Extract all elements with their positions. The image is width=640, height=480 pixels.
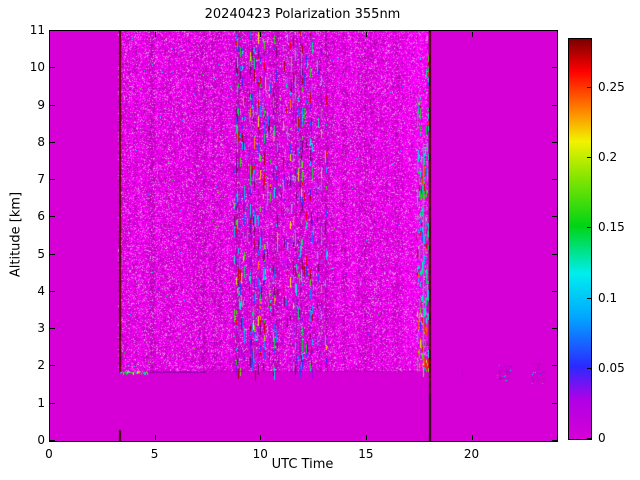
y-tick-mark-right (552, 30, 557, 31)
colorbar-tick-mark (587, 227, 592, 229)
y-axis-label: Altitude [km] (8, 191, 24, 278)
colorbar-tick-label: 0.1 (598, 290, 618, 305)
y-tick-mark (50, 141, 55, 143)
heatmap-canvas (50, 31, 557, 441)
colorbar-tick-label: 0 (598, 431, 606, 445)
x-tick-mark (471, 435, 473, 440)
y-tick-label: 9 (37, 97, 45, 112)
colorbar-tick-label: 0.15 (598, 220, 625, 235)
y-tick-label: 11 (29, 23, 45, 37)
y-tick-mark-right (552, 328, 557, 330)
x-tick-label: 5 (150, 447, 159, 461)
colorbar-tick-mark (587, 438, 592, 439)
y-tick-mark (50, 328, 55, 330)
y-tick-label: 2 (37, 358, 45, 373)
y-tick-mark (50, 253, 55, 255)
y-tick-mark-right (552, 67, 557, 69)
colorbar (568, 38, 592, 440)
x-tick-label: 0 (45, 447, 53, 461)
x-tick-mark (365, 435, 367, 440)
x-tick-label: 15 (358, 447, 374, 461)
x-tick-mark-top (260, 32, 262, 37)
y-tick-mark-right (552, 402, 557, 404)
x-axis-label: UTC Time (271, 457, 334, 472)
y-tick-mark-right (552, 365, 557, 367)
y-tick-mark (50, 30, 55, 31)
y-tick-label: 10 (29, 60, 45, 75)
x-tick-mark-top (471, 32, 473, 37)
y-tick-mark (50, 365, 55, 367)
x-tick-mark-top (154, 32, 156, 37)
y-tick-mark-right (552, 179, 557, 181)
x-tick-label: 10 (252, 447, 268, 461)
x-tick-mark (49, 435, 50, 440)
chart-title: 20240423 Polarization 355nm (204, 7, 401, 22)
colorbar-tick-label: 0.05 (598, 360, 625, 375)
y-tick-mark-right (552, 440, 557, 441)
y-tick-mark (50, 402, 55, 404)
y-tick-label: 4 (37, 283, 45, 298)
y-tick-mark (50, 440, 55, 441)
colorbar-tick-mark (587, 367, 592, 369)
y-tick-mark (50, 179, 55, 181)
colorbar-tick-label: 0.25 (598, 80, 625, 95)
y-tick-label: 6 (37, 209, 45, 224)
plot-area (49, 30, 558, 442)
y-tick-mark-right (552, 253, 557, 255)
y-tick-mark-right (552, 141, 557, 143)
y-tick-label: 0 (37, 433, 45, 447)
y-tick-label: 8 (37, 134, 45, 149)
y-tick-mark-right (552, 216, 557, 218)
y-tick-label: 1 (37, 395, 45, 410)
colorbar-tick-mark (587, 87, 592, 89)
x-tick-mark-top (365, 32, 367, 37)
colorbar-tick-label: 0.2 (598, 150, 618, 165)
colorbar-tick-mark (587, 297, 592, 299)
x-tick-mark (260, 435, 262, 440)
x-tick-mark-top (49, 32, 50, 37)
y-tick-label: 5 (37, 246, 45, 261)
y-tick-mark (50, 67, 55, 69)
x-tick-mark (154, 435, 156, 440)
y-tick-label: 3 (37, 321, 45, 336)
y-tick-mark-right (552, 104, 557, 106)
y-tick-mark-right (552, 290, 557, 292)
y-tick-mark (50, 290, 55, 292)
x-tick-label: 20 (463, 447, 480, 461)
y-tick-label: 7 (37, 172, 45, 187)
y-tick-mark (50, 104, 55, 106)
colorbar-tick-mark (587, 157, 592, 159)
y-tick-mark (50, 216, 55, 218)
